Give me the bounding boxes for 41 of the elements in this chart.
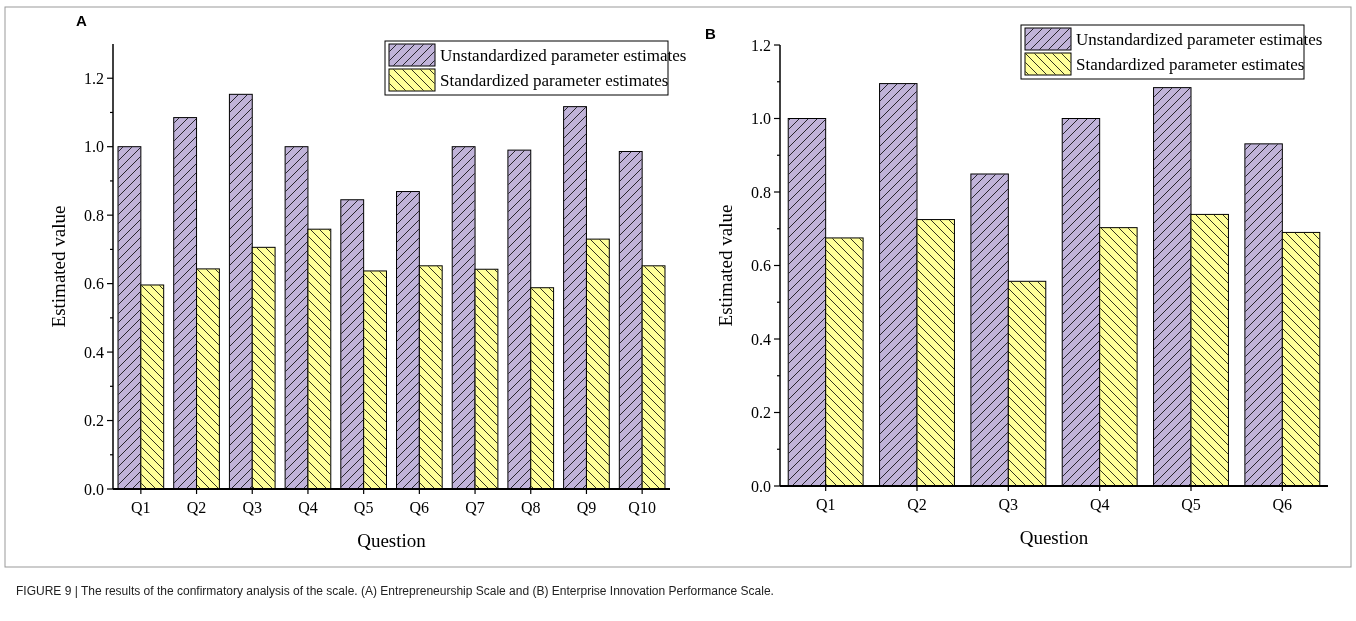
y-tick-label: 0.4: [751, 330, 771, 348]
x-tick-label: Q1: [815, 496, 836, 513]
x-tick-label: Q5: [1181, 496, 1201, 513]
y-tick-label: 0.2: [84, 412, 104, 430]
legend-label: Unstandardized parameter estimates: [440, 45, 687, 65]
caption: FIGURE 9 | The results of the confirmatory analysis of the scale. (A) Entrepreneurship Scale and (B) Enterprise Innovation Performance Scale.: [16, 584, 774, 598]
y-tick-label: 0.8: [751, 183, 771, 201]
x-tick-label: Q5: [353, 499, 374, 516]
legend-label: Standardized parameter estimates: [1076, 54, 1305, 74]
legend-label: Unstandardized parameter estimates: [1076, 29, 1323, 49]
y-tick-label: 0.0: [84, 480, 104, 498]
x-tick-label: Q2: [186, 499, 207, 516]
x-tick-label: Q9: [576, 499, 597, 516]
x-axis-title: Question: [357, 530, 427, 551]
y-tick-label: 0.6: [84, 275, 104, 293]
x-tick-label: Q10: [628, 499, 656, 516]
chart-title: A: [76, 12, 87, 29]
x-tick-label: Q6: [1272, 496, 1293, 513]
x-tick-label: Q3: [242, 499, 263, 516]
chart-title: B: [705, 25, 716, 42]
x-tick-label: Q8: [520, 499, 541, 516]
x-tick-label: Q6: [409, 499, 430, 516]
x-tick-label: Q2: [907, 496, 927, 513]
y-tick-label: 0.8: [84, 206, 104, 224]
x-tick-label: Q1: [131, 499, 151, 516]
x-tick-label: Q4: [298, 499, 318, 516]
x-tick-label: Q4: [1089, 496, 1110, 513]
y-tick-label: 1.2: [84, 69, 104, 87]
x-tick-label: Q3: [998, 496, 1019, 513]
x-tick-label: Q7: [465, 499, 485, 516]
y-tick-label: 1.2: [751, 36, 771, 54]
y-axis-title: Estimated value: [48, 205, 69, 328]
x-axis-title: Question: [1019, 527, 1089, 548]
y-axis-title: Estimated value: [715, 204, 736, 327]
y-tick-label: 0.4: [84, 343, 104, 361]
y-tick-label: 1.0: [84, 138, 104, 156]
y-tick-label: 0.2: [751, 404, 771, 422]
y-tick-label: 0.0: [751, 477, 771, 495]
y-tick-label: 1.0: [751, 110, 771, 128]
y-tick-label: 0.6: [751, 257, 771, 275]
legend-label: Standardized parameter estimates: [440, 70, 669, 90]
